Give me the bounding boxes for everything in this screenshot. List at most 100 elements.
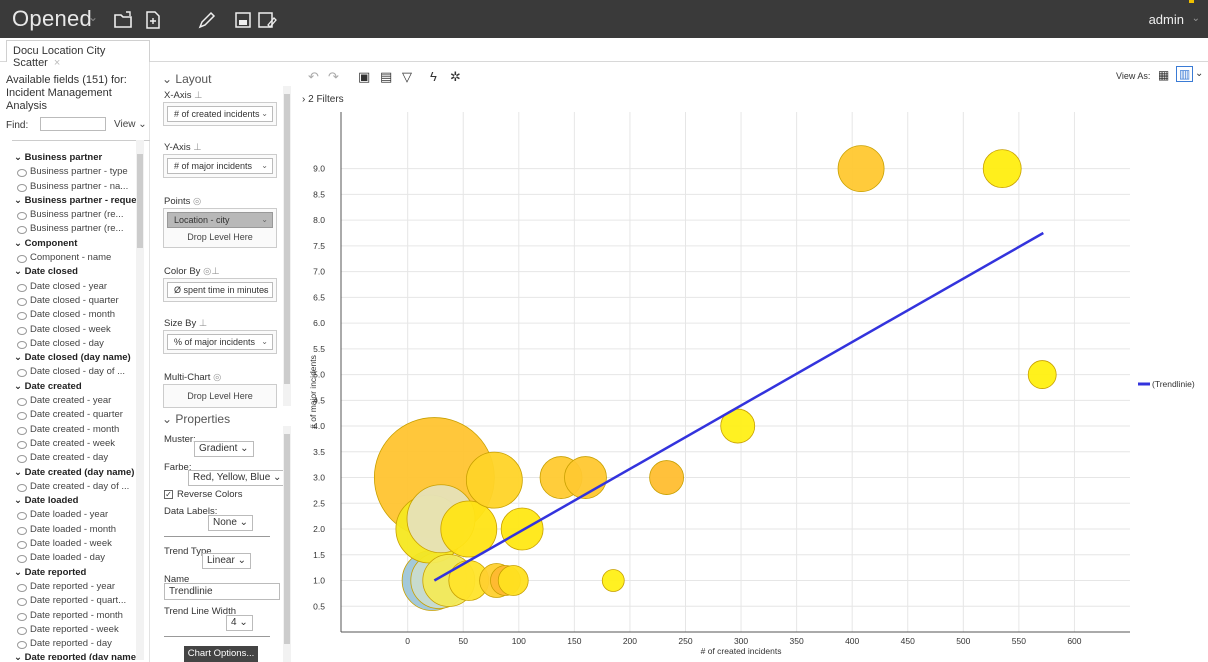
color-by-dropzone[interactable]: Ø spent time in minutes ⌄ — [163, 278, 277, 302]
save-as-icon[interactable] — [256, 9, 278, 31]
points-pill[interactable]: Location - city ⌄ — [167, 212, 273, 228]
field-item[interactable]: Business partner - na... — [14, 180, 138, 194]
chart-view-icon[interactable]: ▥ — [1176, 66, 1194, 82]
field-item[interactable]: Date closed - year — [14, 280, 138, 294]
y-tick-label: 1.5 — [313, 550, 325, 560]
lightning-icon[interactable]: ϟ — [430, 69, 437, 84]
field-item[interactable]: Date closed - day — [14, 337, 138, 351]
field-item[interactable]: Date closed - quarter — [14, 294, 138, 308]
data-labels-select[interactable]: None ⌄ — [208, 515, 254, 531]
size-by-label: Size By ⊥ — [164, 318, 208, 329]
layout-section-title[interactable]: ⌄ Layout — [162, 72, 212, 86]
muster-select[interactable]: Gradient ⌄ — [194, 441, 254, 457]
points-dropzone[interactable]: Location - city ⌄ Drop Level Here — [163, 208, 277, 248]
chevron-down-icon[interactable]: ⌄ — [261, 215, 268, 224]
reverse-colors-checkbox[interactable]: ✓ — [164, 490, 173, 499]
color-by-label: Color By ◎⊥ — [164, 266, 220, 277]
field-group[interactable]: ⌄ Date closed (day name) — [14, 352, 131, 364]
chevron-down-icon[interactable]: ⌄ — [1195, 68, 1204, 79]
field-item[interactable]: Date closed - month — [14, 308, 138, 322]
layout-toggle-icon[interactable]: ▣ — [358, 69, 371, 84]
table-view-icon[interactable]: ▦ — [1158, 68, 1170, 82]
chevron-down-icon[interactable]: ⌄ — [261, 285, 268, 294]
tab-report[interactable]: Docu Location City Scatter × — [6, 40, 150, 69]
chevron-down-icon[interactable]: ⌄ — [261, 109, 268, 118]
field-item[interactable]: Business partner - type — [14, 165, 138, 179]
chart-options-button[interactable]: Chart Options... — [184, 646, 258, 662]
field-group[interactable]: ⌄ Date created (day name) — [14, 466, 135, 478]
trend-name-input[interactable]: Trendlinie — [164, 583, 280, 600]
y-axis-pill[interactable]: # of major incidents ⌄ — [167, 158, 273, 174]
chart-bubbles — [373, 145, 1057, 611]
field-item[interactable]: Date reported - year — [14, 580, 138, 594]
field-group[interactable]: ⌄ Component — [14, 237, 78, 249]
field-item[interactable]: Date closed - week — [14, 323, 138, 337]
new-report-icon[interactable] — [142, 9, 164, 31]
table-icon[interactable]: ▤ — [380, 69, 393, 84]
field-item[interactable]: Date loaded - day — [14, 551, 138, 565]
field-group[interactable]: ⌄ Date created — [14, 380, 82, 392]
gear-icon[interactable]: ✲ — [450, 69, 461, 84]
field-item[interactable]: Date created - year — [14, 394, 138, 408]
filters-toggle[interactable]: › 2 Filters — [302, 94, 344, 105]
field-item[interactable]: Date created - day of ... — [14, 480, 138, 494]
close-icon[interactable]: × — [53, 57, 61, 69]
field-group[interactable]: ⌄ Date loaded — [14, 495, 79, 507]
field-item[interactable]: Date reported - week — [14, 623, 138, 637]
field-item[interactable]: Date loaded - week — [14, 537, 138, 551]
trend-type-label: Trend Type — [164, 546, 212, 557]
field-group[interactable]: ⌄ Date closed — [14, 266, 78, 278]
properties-section-title[interactable]: ⌄ Properties — [162, 412, 231, 426]
x-axis-pill[interactable]: # of created incidents ⌄ — [167, 106, 273, 122]
field-item[interactable]: Date loaded - year — [14, 508, 138, 522]
field-item[interactable]: Component - name — [14, 251, 138, 265]
save-icon[interactable] — [232, 9, 254, 31]
user-menu[interactable]: admin — [1148, 12, 1184, 27]
y-tick-label: 2.0 — [313, 524, 325, 534]
app-title[interactable]: Opened — [12, 6, 93, 31]
color-by-pill[interactable]: Ø spent time in minutes ⌄ — [167, 282, 273, 298]
field-item[interactable]: Date created - month — [14, 423, 138, 437]
field-item[interactable]: Business partner (re... — [14, 222, 138, 236]
size-by-pill[interactable]: % of major incidents ⌄ — [167, 334, 273, 350]
field-item[interactable]: Date reported - month — [14, 609, 138, 623]
multichart-dropzone[interactable]: Drop Level Here — [163, 384, 277, 408]
field-item[interactable]: Business partner (re... — [14, 208, 138, 222]
properties-scrollbar[interactable] — [283, 426, 291, 662]
trend-type-select[interactable]: Linear ⌄ — [202, 553, 251, 569]
user-menu-chevron-icon[interactable]: ⌄ — [1191, 13, 1200, 24]
field-item[interactable]: Date reported - day — [14, 637, 138, 651]
filter-icon[interactable]: ▽ — [402, 69, 412, 84]
field-item[interactable]: Date created - day — [14, 451, 138, 465]
view-dropdown[interactable]: View ⌄ — [114, 119, 147, 130]
field-group[interactable]: ⌄ Date reported (day name) — [14, 652, 138, 660]
chart-toolbar: ↶ ↷ ▣ ▤ ▽ ϟ ✲ View As: ▦ ▥ ⌄ — [296, 62, 1208, 90]
y-axis-dropzone[interactable]: # of major incidents ⌄ — [163, 154, 277, 178]
chevron-down-icon[interactable]: ⌄ — [261, 337, 268, 346]
open-folder-icon[interactable] — [112, 9, 134, 31]
undo-icon[interactable]: ↶ — [308, 69, 319, 84]
size-by-dropzone[interactable]: % of major incidents ⌄ — [163, 330, 277, 354]
field-item[interactable]: Date created - quarter — [14, 408, 138, 422]
find-input[interactable] — [40, 117, 106, 131]
field-item[interactable]: Date created - week — [14, 437, 138, 451]
app-menu-chevron-icon[interactable]: ⌄ — [88, 10, 99, 24]
field-item[interactable]: Date closed - day of ... — [14, 365, 138, 379]
field-item[interactable]: Date loaded - month — [14, 523, 138, 537]
farbe-select[interactable]: Red, Yellow, Blue ⌄ — [188, 470, 287, 486]
trend-width-select[interactable]: 4 ⌄ — [226, 615, 253, 631]
field-group[interactable]: ⌄ Date reported — [14, 566, 87, 578]
scatter-chart[interactable]: 0 50 100 150 200 250 300 350 400 450 500 550 600 0.5 1… — [296, 62, 1208, 662]
x-tick-label: 250 — [678, 636, 692, 646]
x-tick-label: 500 — [956, 636, 970, 646]
layout-scrollbar[interactable] — [283, 86, 291, 406]
field-item[interactable]: Date reported - quart... — [14, 594, 138, 608]
chevron-down-icon[interactable]: ⌄ — [261, 161, 268, 170]
edit-icon[interactable] — [196, 9, 218, 31]
field-group[interactable]: ⌄ Business partner — [14, 152, 103, 163]
scatter-point — [465, 451, 523, 509]
x-axis-dropzone[interactable]: # of created incidents ⌄ — [163, 102, 277, 126]
field-tree-scrollbar[interactable] — [136, 140, 144, 660]
field-group[interactable]: ⌄ Business partner - reques... — [14, 194, 138, 206]
redo-icon[interactable]: ↷ — [328, 69, 339, 84]
